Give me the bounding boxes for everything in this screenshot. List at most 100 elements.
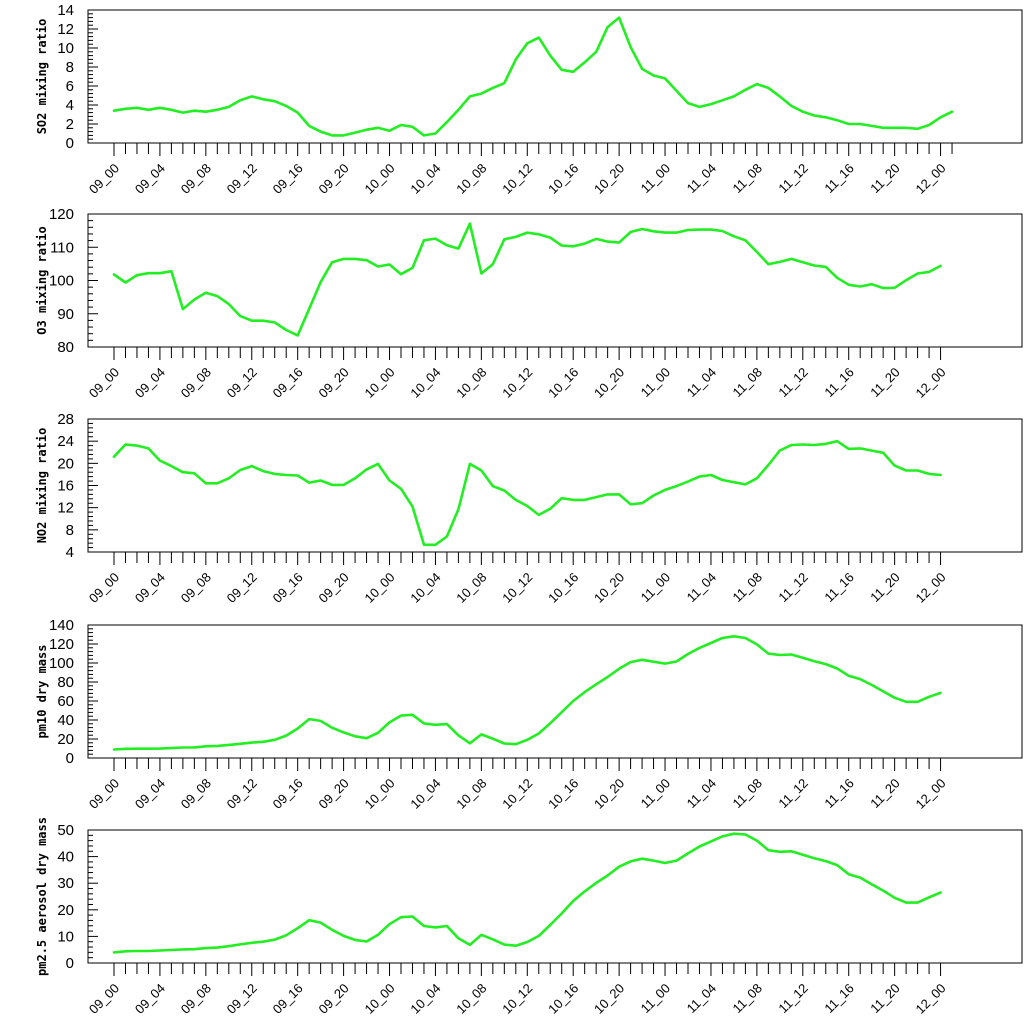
x-tick-label: 09_00 bbox=[86, 776, 122, 812]
y-tick-label: 10 bbox=[57, 40, 74, 57]
x-tick-label: 09_00 bbox=[86, 161, 122, 197]
x-tick-label: 09_04 bbox=[132, 570, 168, 606]
x-tick-label: 12_00 bbox=[913, 981, 949, 1017]
x-tick-label: 12_00 bbox=[913, 161, 949, 197]
y-tick-label: 50 bbox=[57, 822, 74, 839]
y-tick-label: 4 bbox=[66, 544, 74, 561]
series-line bbox=[112, 634, 942, 751]
y-tick-label: 2 bbox=[66, 116, 74, 133]
x-tick-label: 09_20 bbox=[316, 365, 352, 401]
x-tick-label: 11_08 bbox=[730, 161, 765, 196]
x-tick-label: 10_16 bbox=[545, 981, 581, 1017]
y-tick-label: 0 bbox=[66, 135, 74, 152]
plot-frame bbox=[87, 213, 1023, 348]
x-tick-label: 10_08 bbox=[453, 365, 489, 401]
x-tick-label: 10_12 bbox=[499, 570, 535, 606]
x-tick-label: 09_04 bbox=[132, 981, 168, 1017]
x-tick-label: 11_04 bbox=[684, 981, 719, 1016]
y-tick-label: 40 bbox=[57, 849, 74, 866]
x-tick-label: 10_20 bbox=[591, 161, 627, 197]
x-tick-label: 10_04 bbox=[407, 570, 443, 606]
x-tick-label: 10_00 bbox=[361, 981, 397, 1017]
panel-2: 80 90 100 110 120 09_00 09_04 09_08 09_12 09_16 09… bbox=[35, 206, 1023, 401]
y-tick-label: 10 bbox=[57, 928, 74, 945]
x-tick-label: 11_12 bbox=[775, 776, 810, 811]
x-tick-label: 09_16 bbox=[270, 776, 306, 812]
x-tick-label: 09_08 bbox=[178, 570, 214, 606]
x-tick-label: 09_20 bbox=[316, 570, 352, 606]
series-line bbox=[112, 439, 942, 547]
x-tick-label: 11_08 bbox=[730, 981, 765, 1016]
y-tick-label: 80 bbox=[57, 339, 74, 356]
y-tick-label: 0 bbox=[66, 750, 74, 767]
y-axis-label: pm2.5 aerosol dry mass bbox=[35, 817, 49, 976]
x-tick-label: 09_00 bbox=[86, 365, 122, 401]
x-tick-label: 11_08 bbox=[730, 776, 765, 811]
x-tick-label: 11_20 bbox=[867, 776, 902, 811]
x-tick-label: 09_04 bbox=[132, 365, 168, 401]
y-tick-label: 140 bbox=[49, 617, 74, 634]
x-tick-label: 10_12 bbox=[499, 776, 535, 812]
x-tick-label: 09_12 bbox=[224, 981, 260, 1017]
x-tick-label: 10_08 bbox=[453, 981, 489, 1017]
x-tick-label: 11_04 bbox=[684, 161, 719, 196]
x-tick-label: 09_20 bbox=[316, 161, 352, 197]
x-tick-label: 11_20 bbox=[867, 161, 902, 196]
y-axis-label: pm10 dry mass bbox=[35, 645, 49, 739]
panel-1: 0 2 4 6 8 10 12 14 09_00 09_04 09_08 09_12 09_16 09_2… bbox=[35, 2, 1023, 197]
y-axis-label: SO2 mixing ratio bbox=[35, 19, 49, 135]
y-tick-label: 100 bbox=[49, 273, 74, 290]
y-tick-label: 12 bbox=[57, 500, 74, 517]
y-axis-label: NO2 mixing ratio bbox=[35, 428, 49, 544]
x-tick-label: 11_00 bbox=[638, 981, 673, 1016]
x-tick-label: 11_00 bbox=[638, 570, 673, 605]
y-tick-label: 20 bbox=[57, 455, 74, 472]
plot-frame bbox=[87, 624, 1023, 759]
panel-3: 4 8 12 16 20 24 28 09_00 09_04 09_08 09_12 09_16 09_… bbox=[35, 411, 1023, 606]
x-tick-label: 11_12 bbox=[775, 365, 810, 400]
y-tick-label: 8 bbox=[66, 59, 74, 76]
x-tick-label: 11_20 bbox=[867, 365, 902, 400]
x-tick-label: 10_04 bbox=[407, 776, 443, 812]
x-tick-label: 11_16 bbox=[821, 161, 856, 196]
x-tick-label: 10_20 bbox=[591, 776, 627, 812]
x-tick-label: 09_00 bbox=[86, 570, 122, 606]
y-tick-label: 28 bbox=[57, 411, 74, 428]
y-axis-label: O3 mixing ratio bbox=[35, 226, 49, 334]
y-tick-label: 20 bbox=[57, 731, 74, 748]
y-tick-label: 120 bbox=[49, 206, 74, 223]
x-tick-label: 10_00 bbox=[361, 776, 397, 812]
x-tick-label: 11_00 bbox=[638, 161, 673, 196]
series-line bbox=[112, 16, 954, 137]
x-tick-label: 09_12 bbox=[224, 365, 260, 401]
y-tick-label: 14 bbox=[57, 2, 74, 19]
x-tick-label: 09_20 bbox=[316, 776, 352, 812]
x-tick-label: 10_20 bbox=[591, 365, 627, 401]
x-tick-label: 09_16 bbox=[270, 365, 306, 401]
x-tick-label: 11_16 bbox=[821, 365, 856, 400]
x-tick-label: 10_08 bbox=[453, 161, 489, 197]
x-tick-label: 12_00 bbox=[913, 365, 949, 401]
x-tick-label: 09_08 bbox=[178, 981, 214, 1017]
series-line bbox=[112, 832, 942, 954]
y-tick-label: 90 bbox=[57, 306, 74, 323]
series-line bbox=[112, 222, 942, 337]
y-tick-label: 8 bbox=[66, 522, 74, 539]
x-tick-label: 09_00 bbox=[86, 981, 122, 1017]
x-tick-label: 09_08 bbox=[178, 365, 214, 401]
x-tick-label: 10_00 bbox=[361, 365, 397, 401]
x-tick-label: 10_04 bbox=[407, 161, 443, 197]
plot-frame bbox=[87, 829, 1023, 964]
x-tick-label: 09_04 bbox=[132, 161, 168, 197]
y-tick-label: 20 bbox=[57, 902, 74, 919]
x-tick-label: 10_08 bbox=[453, 570, 489, 606]
x-tick-label: 09_04 bbox=[132, 776, 168, 812]
x-tick-label: 11_08 bbox=[730, 570, 765, 605]
y-tick-label: 120 bbox=[49, 636, 74, 653]
x-tick-label: 11_04 bbox=[684, 570, 719, 605]
x-tick-label: 09_20 bbox=[316, 981, 352, 1017]
y-tick-label: 100 bbox=[49, 655, 74, 672]
x-tick-label: 10_04 bbox=[407, 981, 443, 1017]
x-tick-label: 11_00 bbox=[638, 776, 673, 811]
